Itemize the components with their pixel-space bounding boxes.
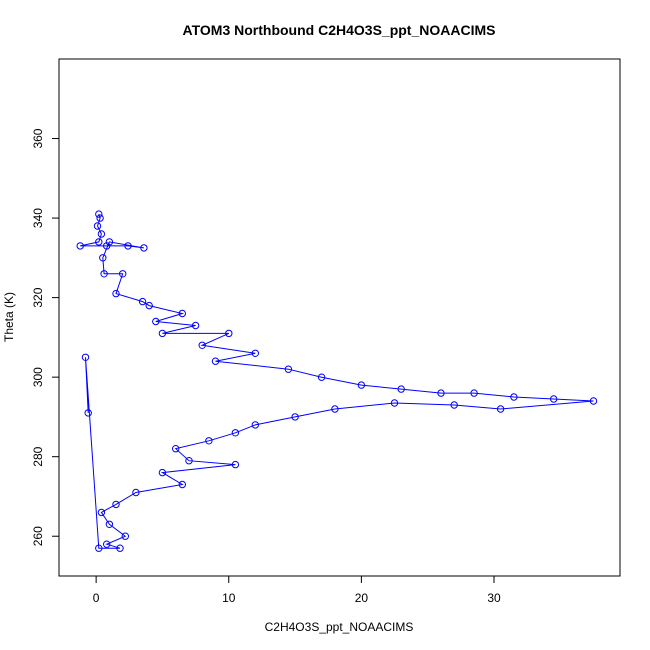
data-layer bbox=[76, 210, 598, 552]
data-point bbox=[100, 270, 108, 278]
data-point bbox=[178, 309, 187, 318]
data-point bbox=[450, 401, 458, 409]
data-point bbox=[397, 385, 405, 393]
data-point bbox=[178, 480, 187, 489]
data-point bbox=[93, 222, 102, 230]
data-point bbox=[105, 238, 114, 246]
data-point bbox=[96, 214, 104, 222]
x-tick-label: 30 bbox=[487, 591, 501, 605]
data-point bbox=[99, 254, 107, 262]
data-point bbox=[105, 520, 114, 528]
data-point bbox=[390, 399, 399, 407]
data-point bbox=[550, 395, 558, 403]
data-point bbox=[152, 317, 160, 326]
data-point bbox=[211, 357, 220, 365]
data-point bbox=[145, 301, 153, 310]
data-point bbox=[317, 373, 326, 381]
data-point bbox=[124, 242, 132, 250]
data-point bbox=[496, 405, 505, 413]
data-point bbox=[191, 321, 200, 330]
data-point bbox=[284, 365, 293, 373]
data-point bbox=[95, 238, 103, 246]
chart-title: ATOM3 Northbound C2H4O3S_ppt_NOAACIMS bbox=[183, 22, 496, 38]
y-tick-label: 340 bbox=[31, 208, 45, 228]
data-point bbox=[470, 389, 478, 397]
data-point bbox=[81, 353, 90, 361]
y-axis-label: Theta (K) bbox=[2, 292, 16, 342]
data-point bbox=[95, 544, 103, 552]
data-point bbox=[437, 389, 445, 397]
data-point bbox=[132, 488, 140, 497]
x-tick-label: 10 bbox=[222, 591, 236, 605]
data-point bbox=[331, 405, 339, 413]
data-point bbox=[231, 460, 240, 469]
data-point bbox=[158, 468, 167, 477]
data-point bbox=[103, 540, 111, 548]
data-point bbox=[251, 421, 260, 429]
data-point bbox=[112, 500, 120, 509]
data-point bbox=[112, 289, 120, 298]
data-point bbox=[84, 409, 92, 417]
data-point bbox=[251, 349, 260, 357]
x-axis: 0 10 20 30 bbox=[93, 575, 501, 605]
data-point bbox=[231, 429, 240, 437]
data-point bbox=[158, 329, 167, 338]
data-point bbox=[116, 544, 124, 552]
data-point bbox=[225, 329, 233, 338]
data-point bbox=[172, 445, 180, 453]
data-point bbox=[95, 210, 103, 218]
data-point bbox=[198, 341, 206, 349]
data-point bbox=[121, 532, 130, 540]
y-axis: 260 280 300 320 340 360 bbox=[31, 128, 60, 546]
y-tick-label: 260 bbox=[31, 526, 45, 546]
data-point bbox=[291, 413, 299, 421]
y-tick-label: 280 bbox=[31, 446, 45, 466]
data-point bbox=[589, 397, 598, 405]
data-point bbox=[205, 437, 213, 445]
data-point bbox=[97, 508, 106, 517]
data-point bbox=[97, 230, 106, 238]
y-tick-label: 360 bbox=[31, 128, 45, 148]
x-tick-label: 0 bbox=[93, 591, 100, 605]
data-point bbox=[140, 244, 148, 252]
y-tick-label: 320 bbox=[31, 287, 45, 307]
data-point bbox=[119, 270, 127, 278]
x-axis-label: C2H4O3S_ppt_NOAACIMS bbox=[265, 620, 414, 634]
data-point bbox=[185, 457, 193, 465]
data-point bbox=[510, 393, 518, 401]
data-point bbox=[138, 297, 147, 306]
data-point bbox=[76, 242, 84, 250]
y-tick-label: 300 bbox=[31, 367, 45, 387]
data-point bbox=[357, 381, 366, 389]
x-tick-label: 20 bbox=[355, 591, 369, 605]
